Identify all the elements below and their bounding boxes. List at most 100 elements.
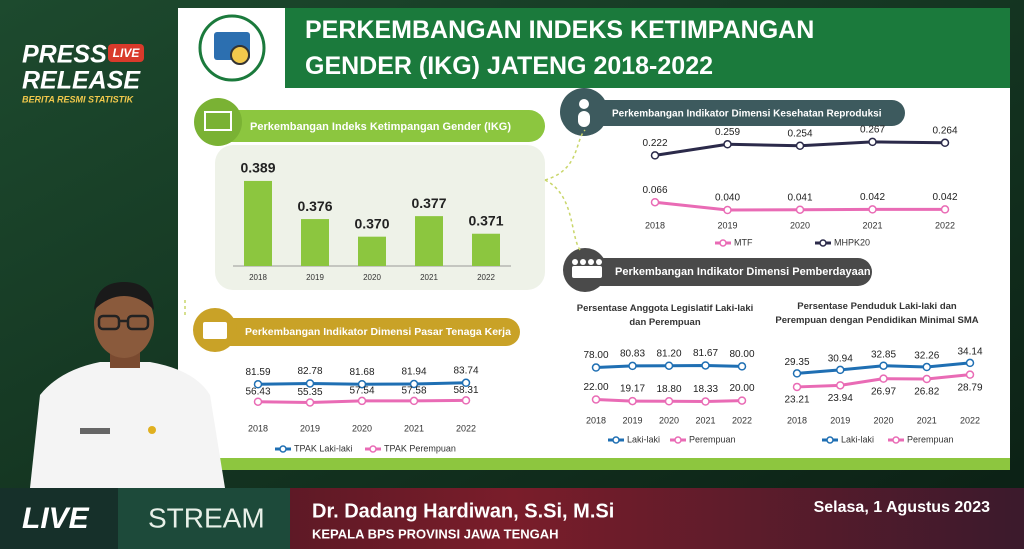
data-label: 81.59 xyxy=(245,367,270,378)
data-label: 81.94 xyxy=(401,367,426,378)
point xyxy=(253,397,263,406)
point xyxy=(701,397,710,406)
point xyxy=(650,197,660,207)
x-tick-label: 2018 xyxy=(586,415,606,425)
connector xyxy=(184,129,586,318)
point xyxy=(965,370,975,379)
data-label: 0.377 xyxy=(411,195,446,211)
point xyxy=(461,378,471,388)
legend-label: TPAK Laki-laki xyxy=(294,443,352,453)
point xyxy=(664,397,674,406)
point xyxy=(664,361,674,370)
point xyxy=(795,205,805,214)
data-label: 0.042 xyxy=(860,192,885,203)
data-label: 26.97 xyxy=(871,386,896,397)
data-label: 80.83 xyxy=(620,349,645,360)
brand-press: PRESS xyxy=(22,41,107,69)
point xyxy=(922,362,931,372)
legend-swatch xyxy=(819,239,827,247)
data-label: 26.82 xyxy=(914,387,939,398)
header-icon xyxy=(572,259,602,278)
data-label: 0.259 xyxy=(715,127,740,138)
data-label: 0.371 xyxy=(468,212,503,228)
x-tick-label: 2018 xyxy=(787,415,807,425)
live-badge xyxy=(108,44,144,62)
brand-release: RELEASE xyxy=(22,67,141,95)
header-icon xyxy=(578,111,590,127)
header-pill xyxy=(580,100,905,126)
data-label: 0.370 xyxy=(354,215,389,231)
data-label: 0.254 xyxy=(787,128,812,139)
data-label: 23.94 xyxy=(828,393,853,404)
brand-tagline: BERITA RESMI STATISTIK xyxy=(22,94,135,104)
data-label: 22.00 xyxy=(583,382,608,393)
x-tick-label: 2020 xyxy=(873,415,893,425)
x-tick-label: 2021 xyxy=(420,273,438,282)
data-label: 23.21 xyxy=(784,395,809,406)
data-label: 58.31 xyxy=(453,385,478,396)
point xyxy=(868,205,877,214)
legend-label: MTF xyxy=(734,237,753,247)
point xyxy=(836,381,845,390)
data-label: 28.79 xyxy=(957,382,982,393)
x-tick-label: 2018 xyxy=(248,423,268,433)
person xyxy=(97,314,150,331)
data-label: 0.040 xyxy=(715,193,740,204)
data-label: 0.041 xyxy=(787,192,812,203)
data-label: 81.68 xyxy=(349,367,374,378)
legend-swatch xyxy=(892,436,900,444)
chart-title: Perkembangan Indikator Dimensi Kesehatan… xyxy=(612,109,882,120)
point xyxy=(940,205,950,214)
x-tick-label: 2021 xyxy=(404,423,424,433)
x-tick-label: 2020 xyxy=(790,220,810,230)
point xyxy=(628,361,637,371)
x-tick-label: 2018 xyxy=(249,273,267,282)
data-label: 19.17 xyxy=(620,384,645,395)
data-label: 18.33 xyxy=(693,384,718,395)
x-tick-label: 2022 xyxy=(960,415,980,425)
x-tick-label: 2019 xyxy=(717,220,737,230)
title-icon xyxy=(230,45,250,65)
slide-strip xyxy=(178,458,1010,470)
live-box xyxy=(0,488,118,549)
bar xyxy=(472,233,500,266)
x-tick-label: 2022 xyxy=(732,415,752,425)
point xyxy=(253,380,263,389)
chart-title: Persentase Anggota Legislatif Laki-laki … xyxy=(576,303,754,328)
person xyxy=(94,282,154,310)
point xyxy=(461,396,471,405)
data-label: 56.43 xyxy=(245,386,270,397)
bar xyxy=(358,236,386,266)
footer-live: LIVE xyxy=(22,502,90,535)
person xyxy=(30,362,225,488)
bar xyxy=(301,219,329,266)
point xyxy=(591,395,601,404)
point xyxy=(792,382,802,392)
header-icon xyxy=(579,99,589,109)
point xyxy=(940,138,950,148)
speaker-name: Dr. Dadang Hardiwan, S.Si, M.Si xyxy=(312,500,614,522)
header-pill xyxy=(215,318,520,346)
data-label: 29.35 xyxy=(784,357,809,368)
data-label: 78.00 xyxy=(583,350,608,361)
point xyxy=(409,379,419,389)
header-pill xyxy=(215,110,545,142)
point xyxy=(922,374,931,384)
data-label: 30.94 xyxy=(828,354,853,365)
data-label: 55.35 xyxy=(297,387,322,398)
header-pill xyxy=(585,258,872,286)
section-header: Perkembangan Indikator Dimensi Pemberday… xyxy=(615,266,871,278)
point xyxy=(792,369,802,378)
name-tag xyxy=(80,428,110,434)
slide-title: PERKEMBANGAN INDEKS KETIMPANGAN GENDER (… xyxy=(305,16,815,80)
data-label: 0.389 xyxy=(240,160,275,176)
bar xyxy=(244,180,272,266)
data-label: 32.85 xyxy=(871,349,896,360)
legend-label: Laki-laki xyxy=(627,434,660,444)
data-label: 0.376 xyxy=(297,198,332,214)
data-label: 20.00 xyxy=(729,383,754,394)
point xyxy=(305,379,315,388)
x-tick-label: 2021 xyxy=(917,415,937,425)
data-label: 0.042 xyxy=(932,192,957,203)
title-banner xyxy=(285,8,1010,88)
